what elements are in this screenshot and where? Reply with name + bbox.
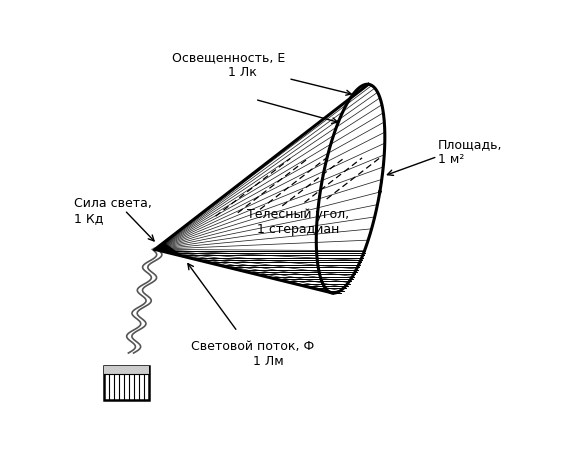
Bar bbox=[104, 367, 149, 400]
Text: Телесный угол,
1 стерадиан: Телесный угол, 1 стерадиан bbox=[247, 207, 350, 235]
Text: Площадь,
1 м²: Площадь, 1 м² bbox=[438, 138, 502, 166]
Bar bbox=[104, 367, 149, 374]
Text: Освещенность, E
       1 Лк: Освещенность, E 1 Лк bbox=[172, 51, 351, 96]
Text: Световой поток, Ф
        1 Лм: Световой поток, Ф 1 Лм bbox=[191, 339, 314, 367]
Polygon shape bbox=[155, 243, 182, 257]
Text: Сила света,
1 Кд: Сила света, 1 Кд bbox=[75, 197, 153, 225]
